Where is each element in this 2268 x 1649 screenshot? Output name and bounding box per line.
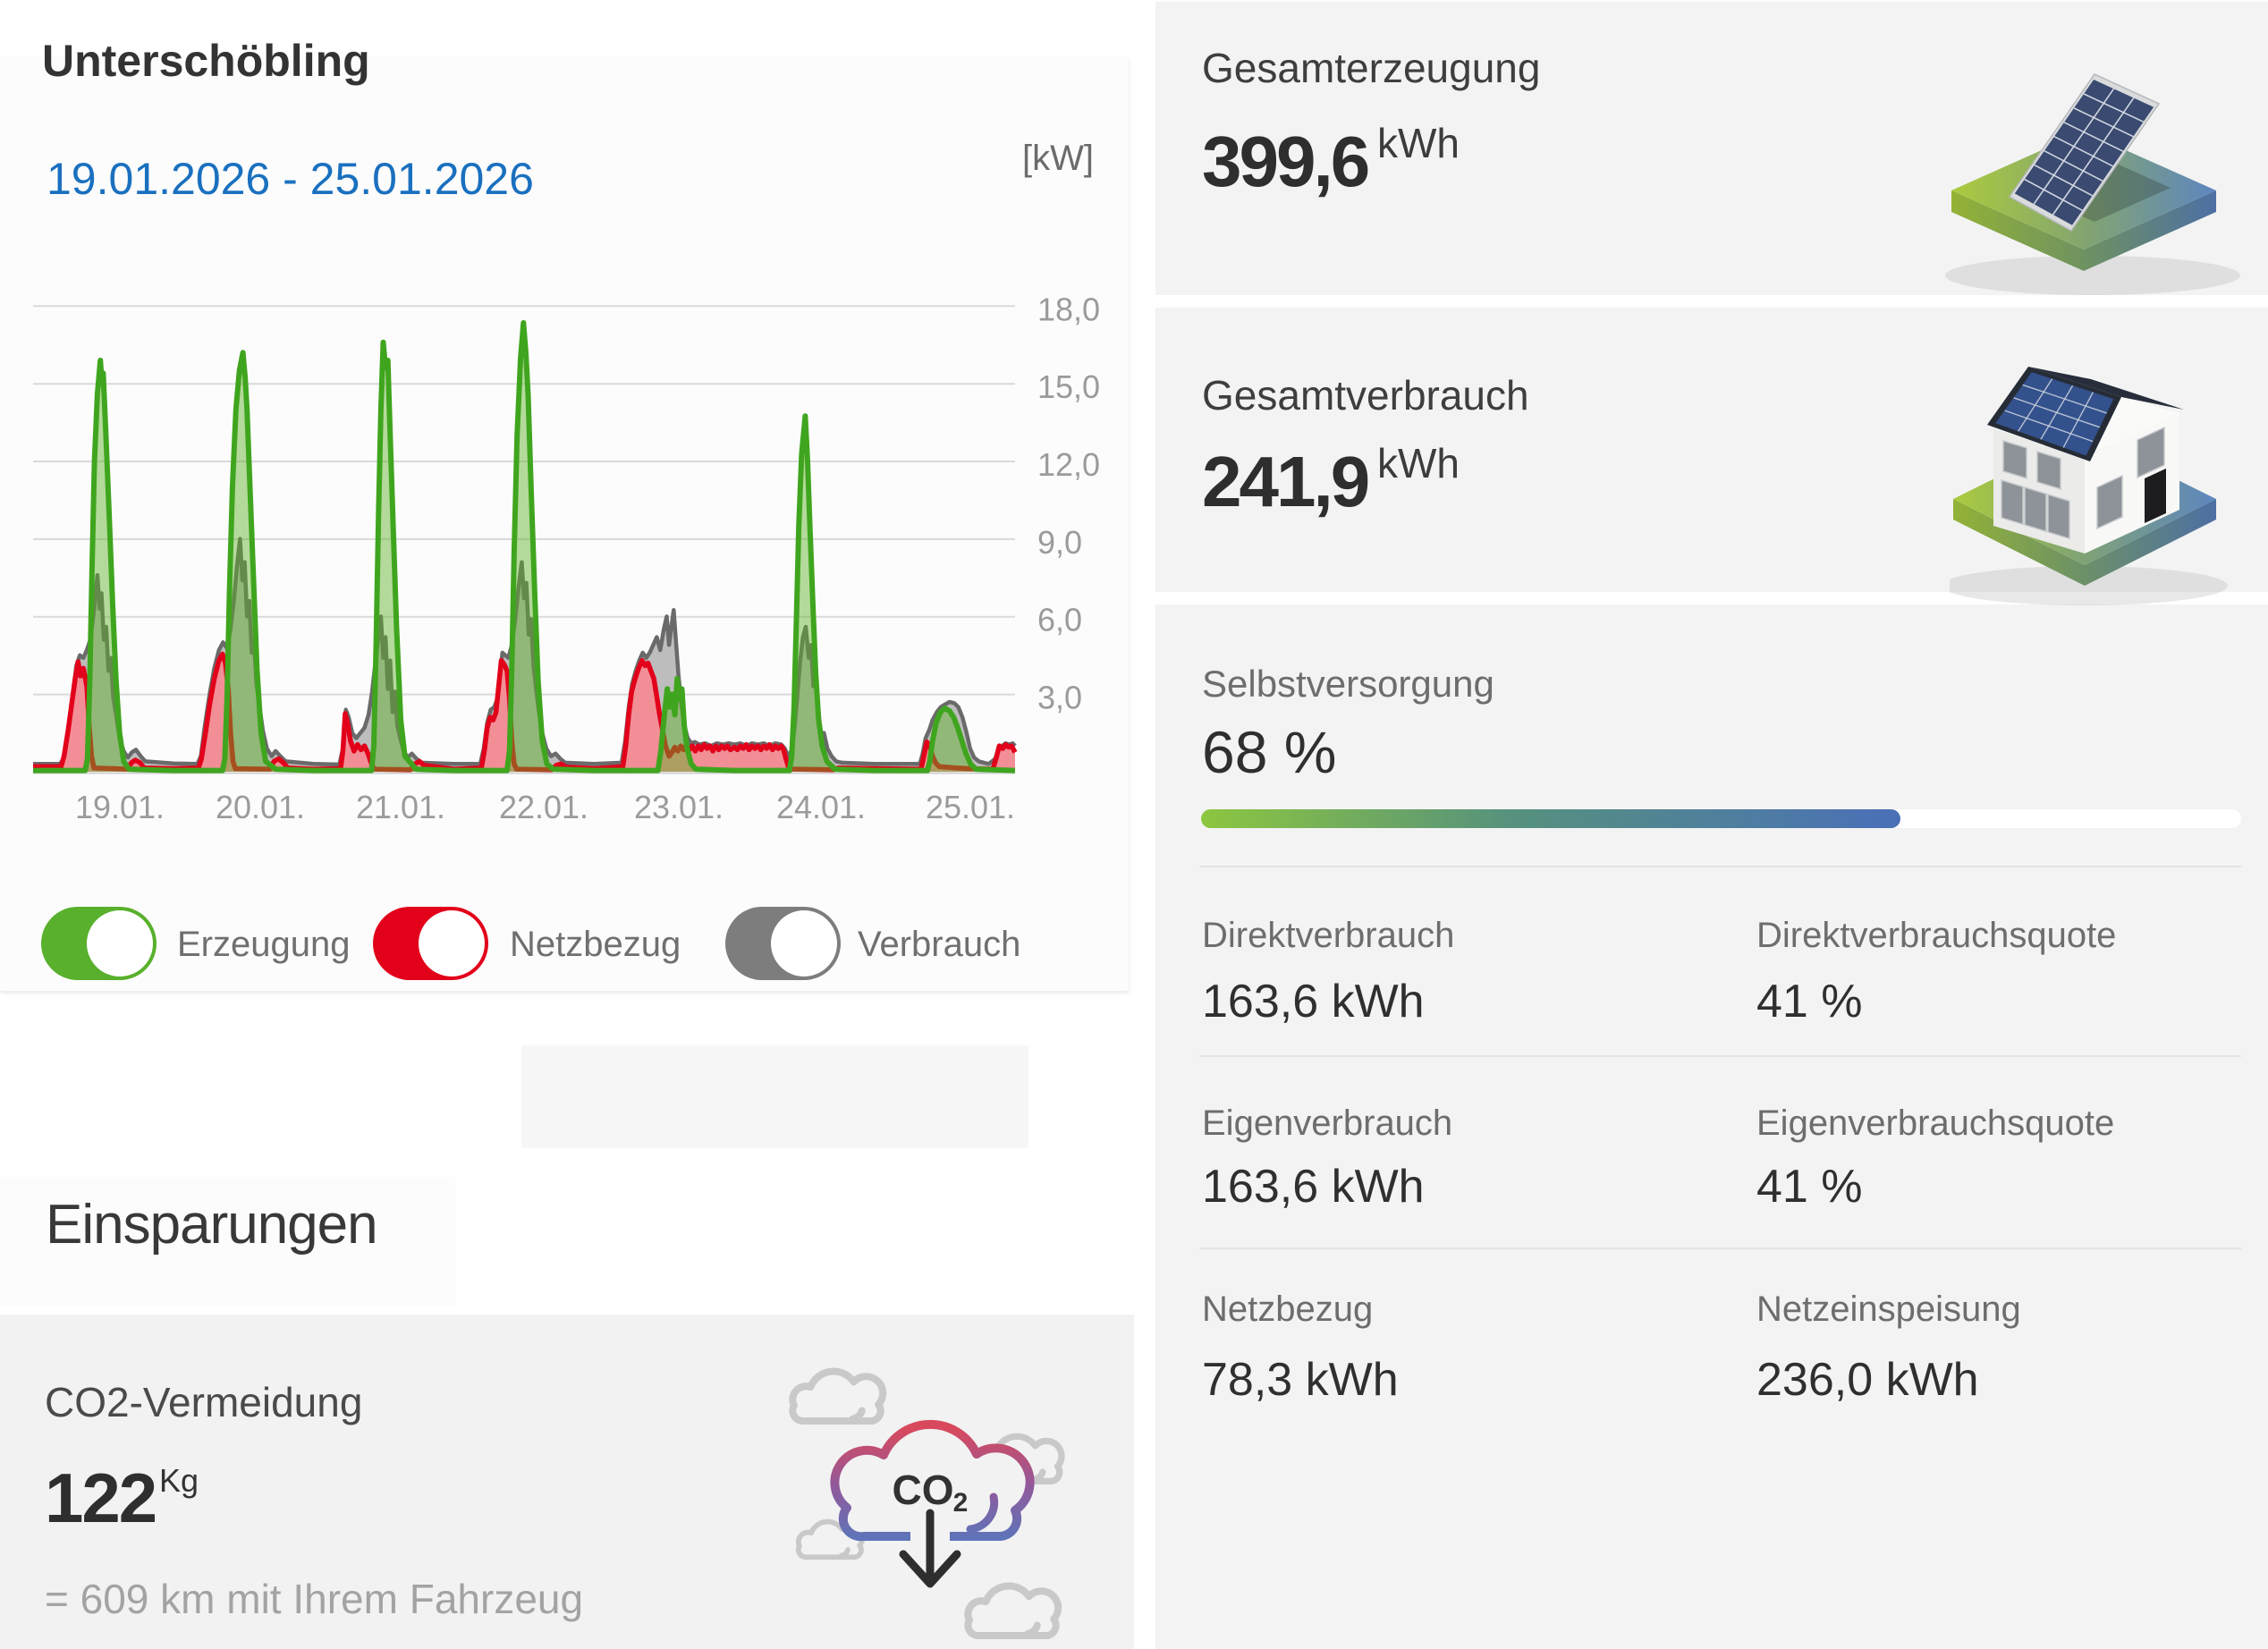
- svg-text:CO: CO: [893, 1467, 954, 1513]
- svg-text:22.01.: 22.01.: [499, 789, 588, 825]
- svg-text:15,0: 15,0: [1037, 368, 1100, 405]
- svg-text:25.01.: 25.01.: [926, 789, 1015, 825]
- svg-text:24.01.: 24.01.: [776, 789, 866, 825]
- svg-text:3,0: 3,0: [1037, 680, 1082, 716]
- svg-text:18,0: 18,0: [1037, 291, 1100, 327]
- svg-text:6,0: 6,0: [1037, 602, 1082, 638]
- svg-text:20.01.: 20.01.: [216, 789, 305, 825]
- svg-text:12,0: 12,0: [1037, 446, 1100, 483]
- svg-text:21.01.: 21.01.: [356, 789, 445, 825]
- svg-text:19.01.: 19.01.: [75, 789, 165, 825]
- svg-text:23.01.: 23.01.: [634, 789, 724, 825]
- svg-text:2: 2: [953, 1488, 969, 1518]
- svg-text:9,0: 9,0: [1037, 524, 1082, 561]
